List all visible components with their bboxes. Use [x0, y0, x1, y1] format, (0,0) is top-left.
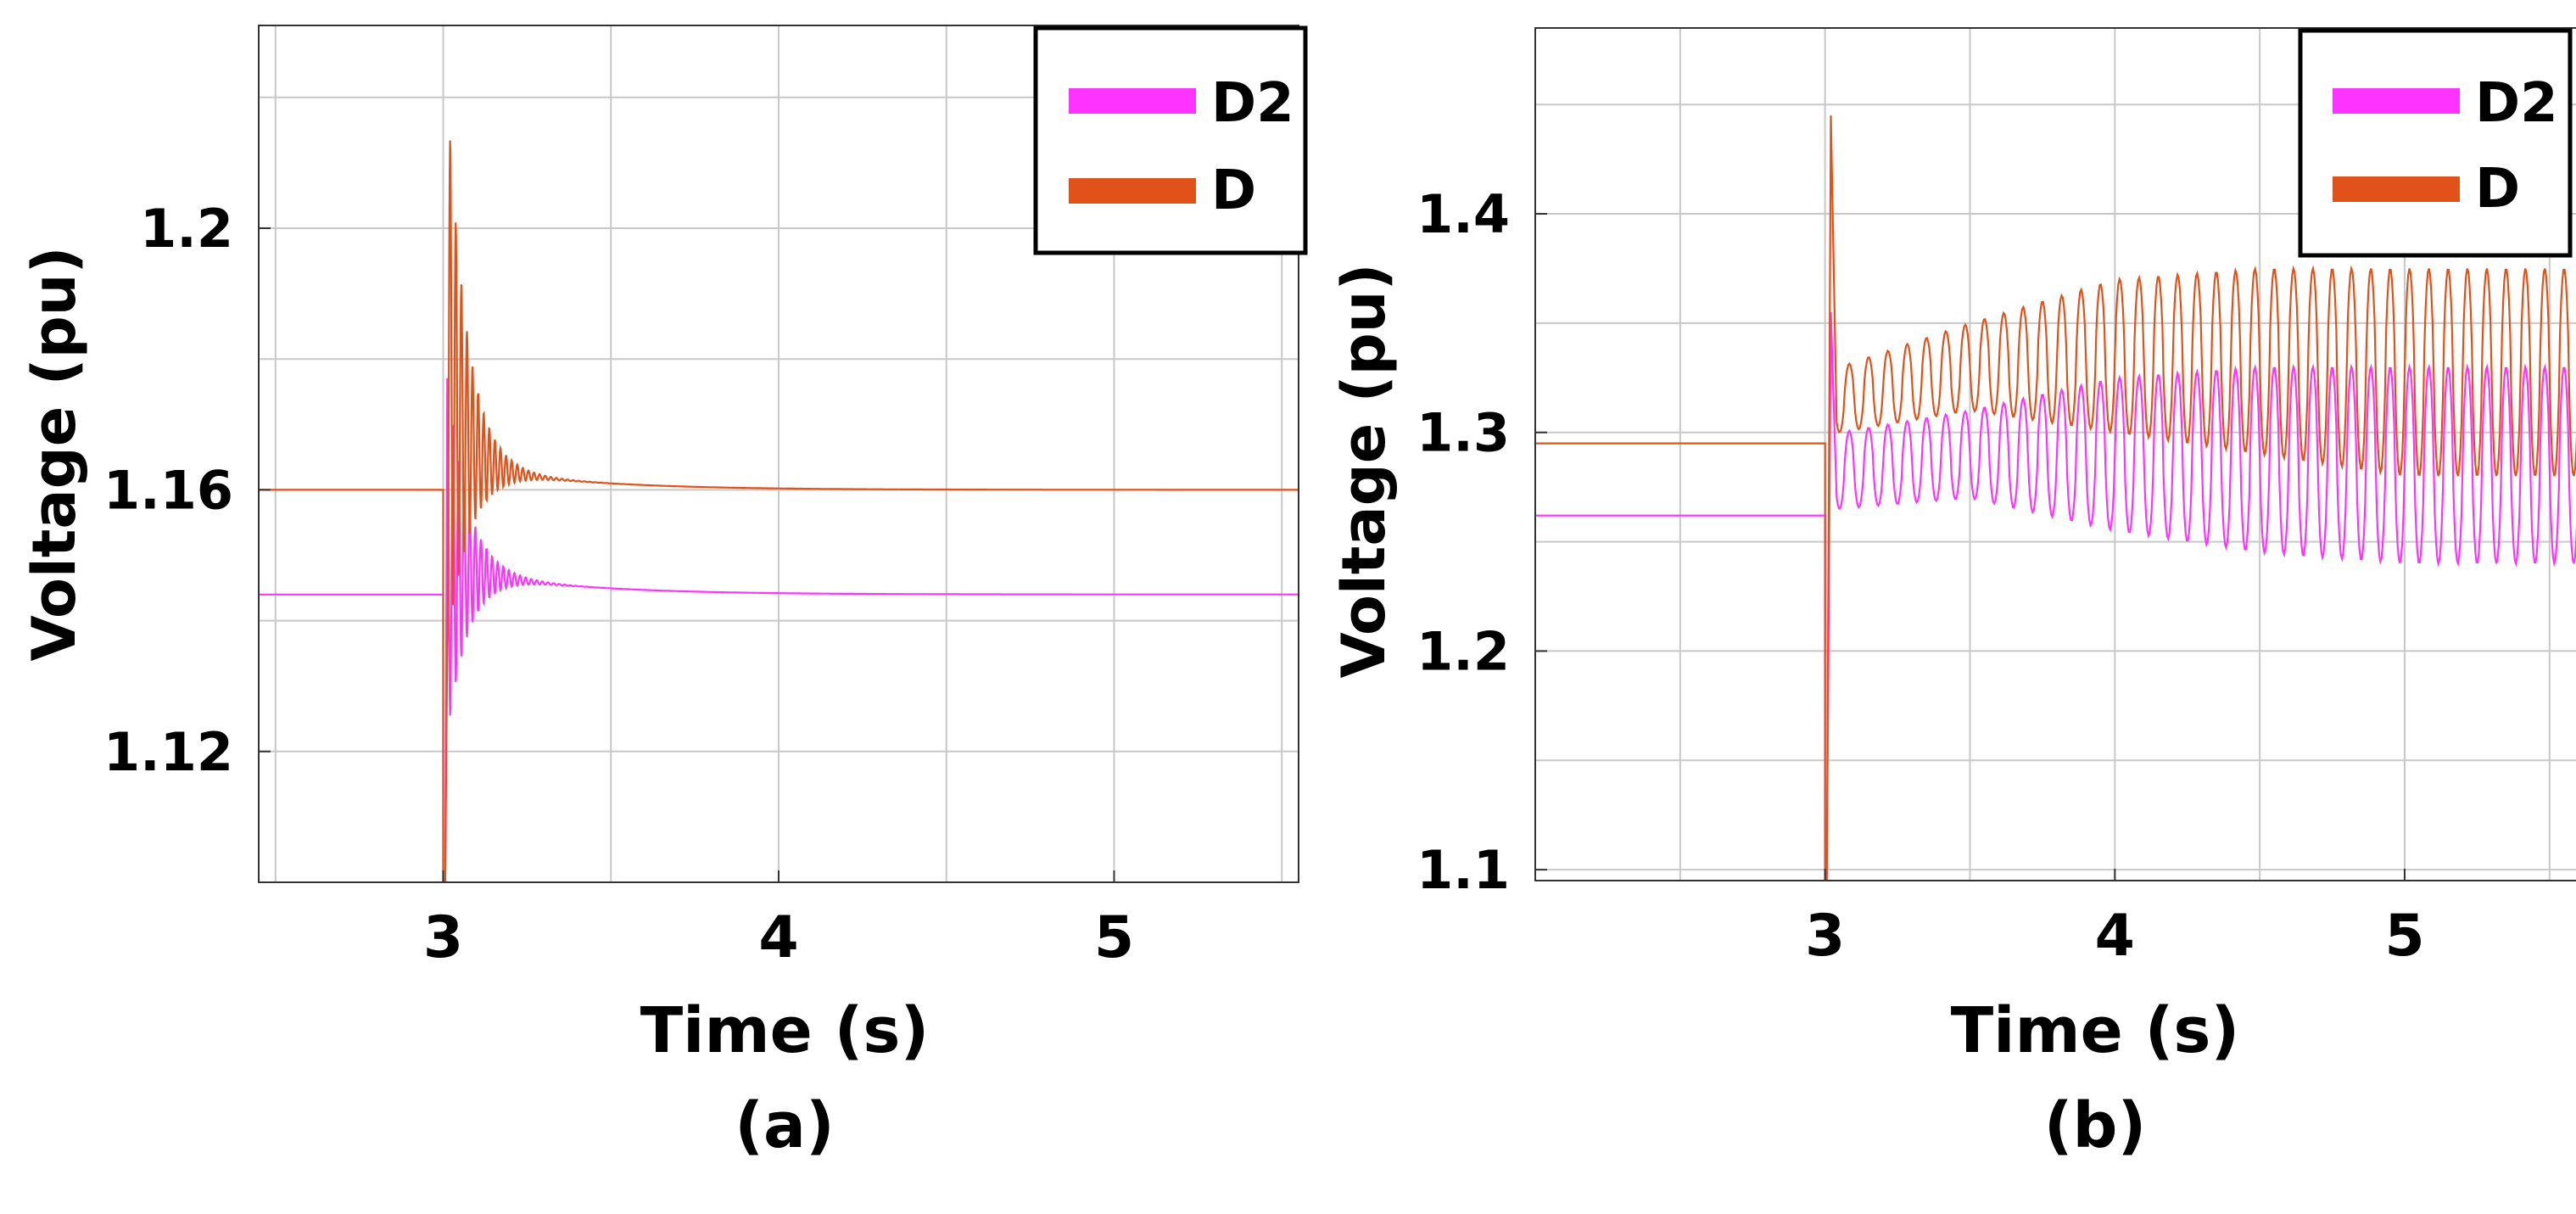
panel-b-x-tick-label: 4 — [2095, 903, 2135, 970]
panel-b-y-tick-label: 1.4 — [1417, 183, 1510, 245]
panel-a-series-d2-line — [259, 378, 1299, 882]
panel-b-y-tick-label: 1.2 — [1417, 620, 1510, 682]
panel-a-y-tick-label: 1.12 — [103, 721, 233, 783]
panel-b-series-d-line — [1535, 115, 2576, 881]
panel-a-xlabel: Time (s) — [640, 994, 930, 1067]
panel-a-legend-label-d2: D2 — [1211, 72, 1294, 135]
panel-b-ticks: 3 4 5 1.1 1.2 1.3 1.4 — [1417, 183, 2425, 970]
panel-b: 3 4 5 1.1 1.2 1.3 1.4 Voltage (pu) Time (s) (b… — [1329, 27, 2576, 1162]
panel-b-legend-swatch-d2 — [2333, 88, 2460, 114]
panel-a-series-d-line — [259, 140, 1299, 882]
panel-a-legend-swatch-d2 — [1069, 88, 1196, 114]
panel-b-legend-swatch-d — [2333, 176, 2460, 202]
panel-b-x-tick-label: 5 — [2384, 903, 2424, 970]
panel-a-x-tick-label: 4 — [758, 904, 798, 971]
panel-b-y-tick-label: 1.3 — [1417, 402, 1510, 464]
panel-b-frame — [1534, 27, 2576, 881]
panel-a-legend-label-d: D — [1211, 159, 1256, 222]
panel-b-series — [1535, 115, 2576, 881]
panel-b-legend-label-d: D — [2475, 158, 2520, 221]
panel-a-y-tick-label: 1.2 — [140, 198, 233, 260]
panel-a-legend-box — [1033, 25, 1308, 255]
panel-a-series — [259, 140, 1299, 882]
panel-b-x-tick-label: 3 — [1805, 903, 1845, 970]
panel-b-series-d2-line — [1535, 311, 2576, 881]
panel-a-x-tick-label: 5 — [1094, 904, 1134, 971]
panel-b-legend-label-d2: D2 — [2475, 72, 2558, 135]
panel-a-legend: D2 D — [1033, 25, 1308, 255]
panel-a-caption: (a) — [735, 1089, 835, 1162]
panel-b-caption: (b) — [2044, 1089, 2147, 1162]
panel-b-y-tick-label: 1.1 — [1417, 839, 1510, 901]
panel-a-ylabel: Voltage (pu) — [20, 246, 89, 661]
panel-b-legend: D2 D — [2298, 28, 2573, 258]
panel-b-xlabel: Time (s) — [1951, 994, 2240, 1067]
panel-b-legend-box — [2298, 28, 2573, 258]
panel-a: 3 4 5 1.12 1.16 1.2 Voltage (pu) Time (s) (a)… — [20, 25, 1308, 1162]
panel-a-legend-swatch-d — [1069, 178, 1196, 204]
panel-b-ylabel: Voltage (pu) — [1329, 263, 1399, 678]
panel-a-y-tick-label: 1.16 — [103, 459, 233, 521]
panel-a-x-tick-label: 3 — [423, 904, 463, 971]
panel-a-ticks: 3 4 5 1.12 1.16 1.2 — [103, 198, 1134, 971]
